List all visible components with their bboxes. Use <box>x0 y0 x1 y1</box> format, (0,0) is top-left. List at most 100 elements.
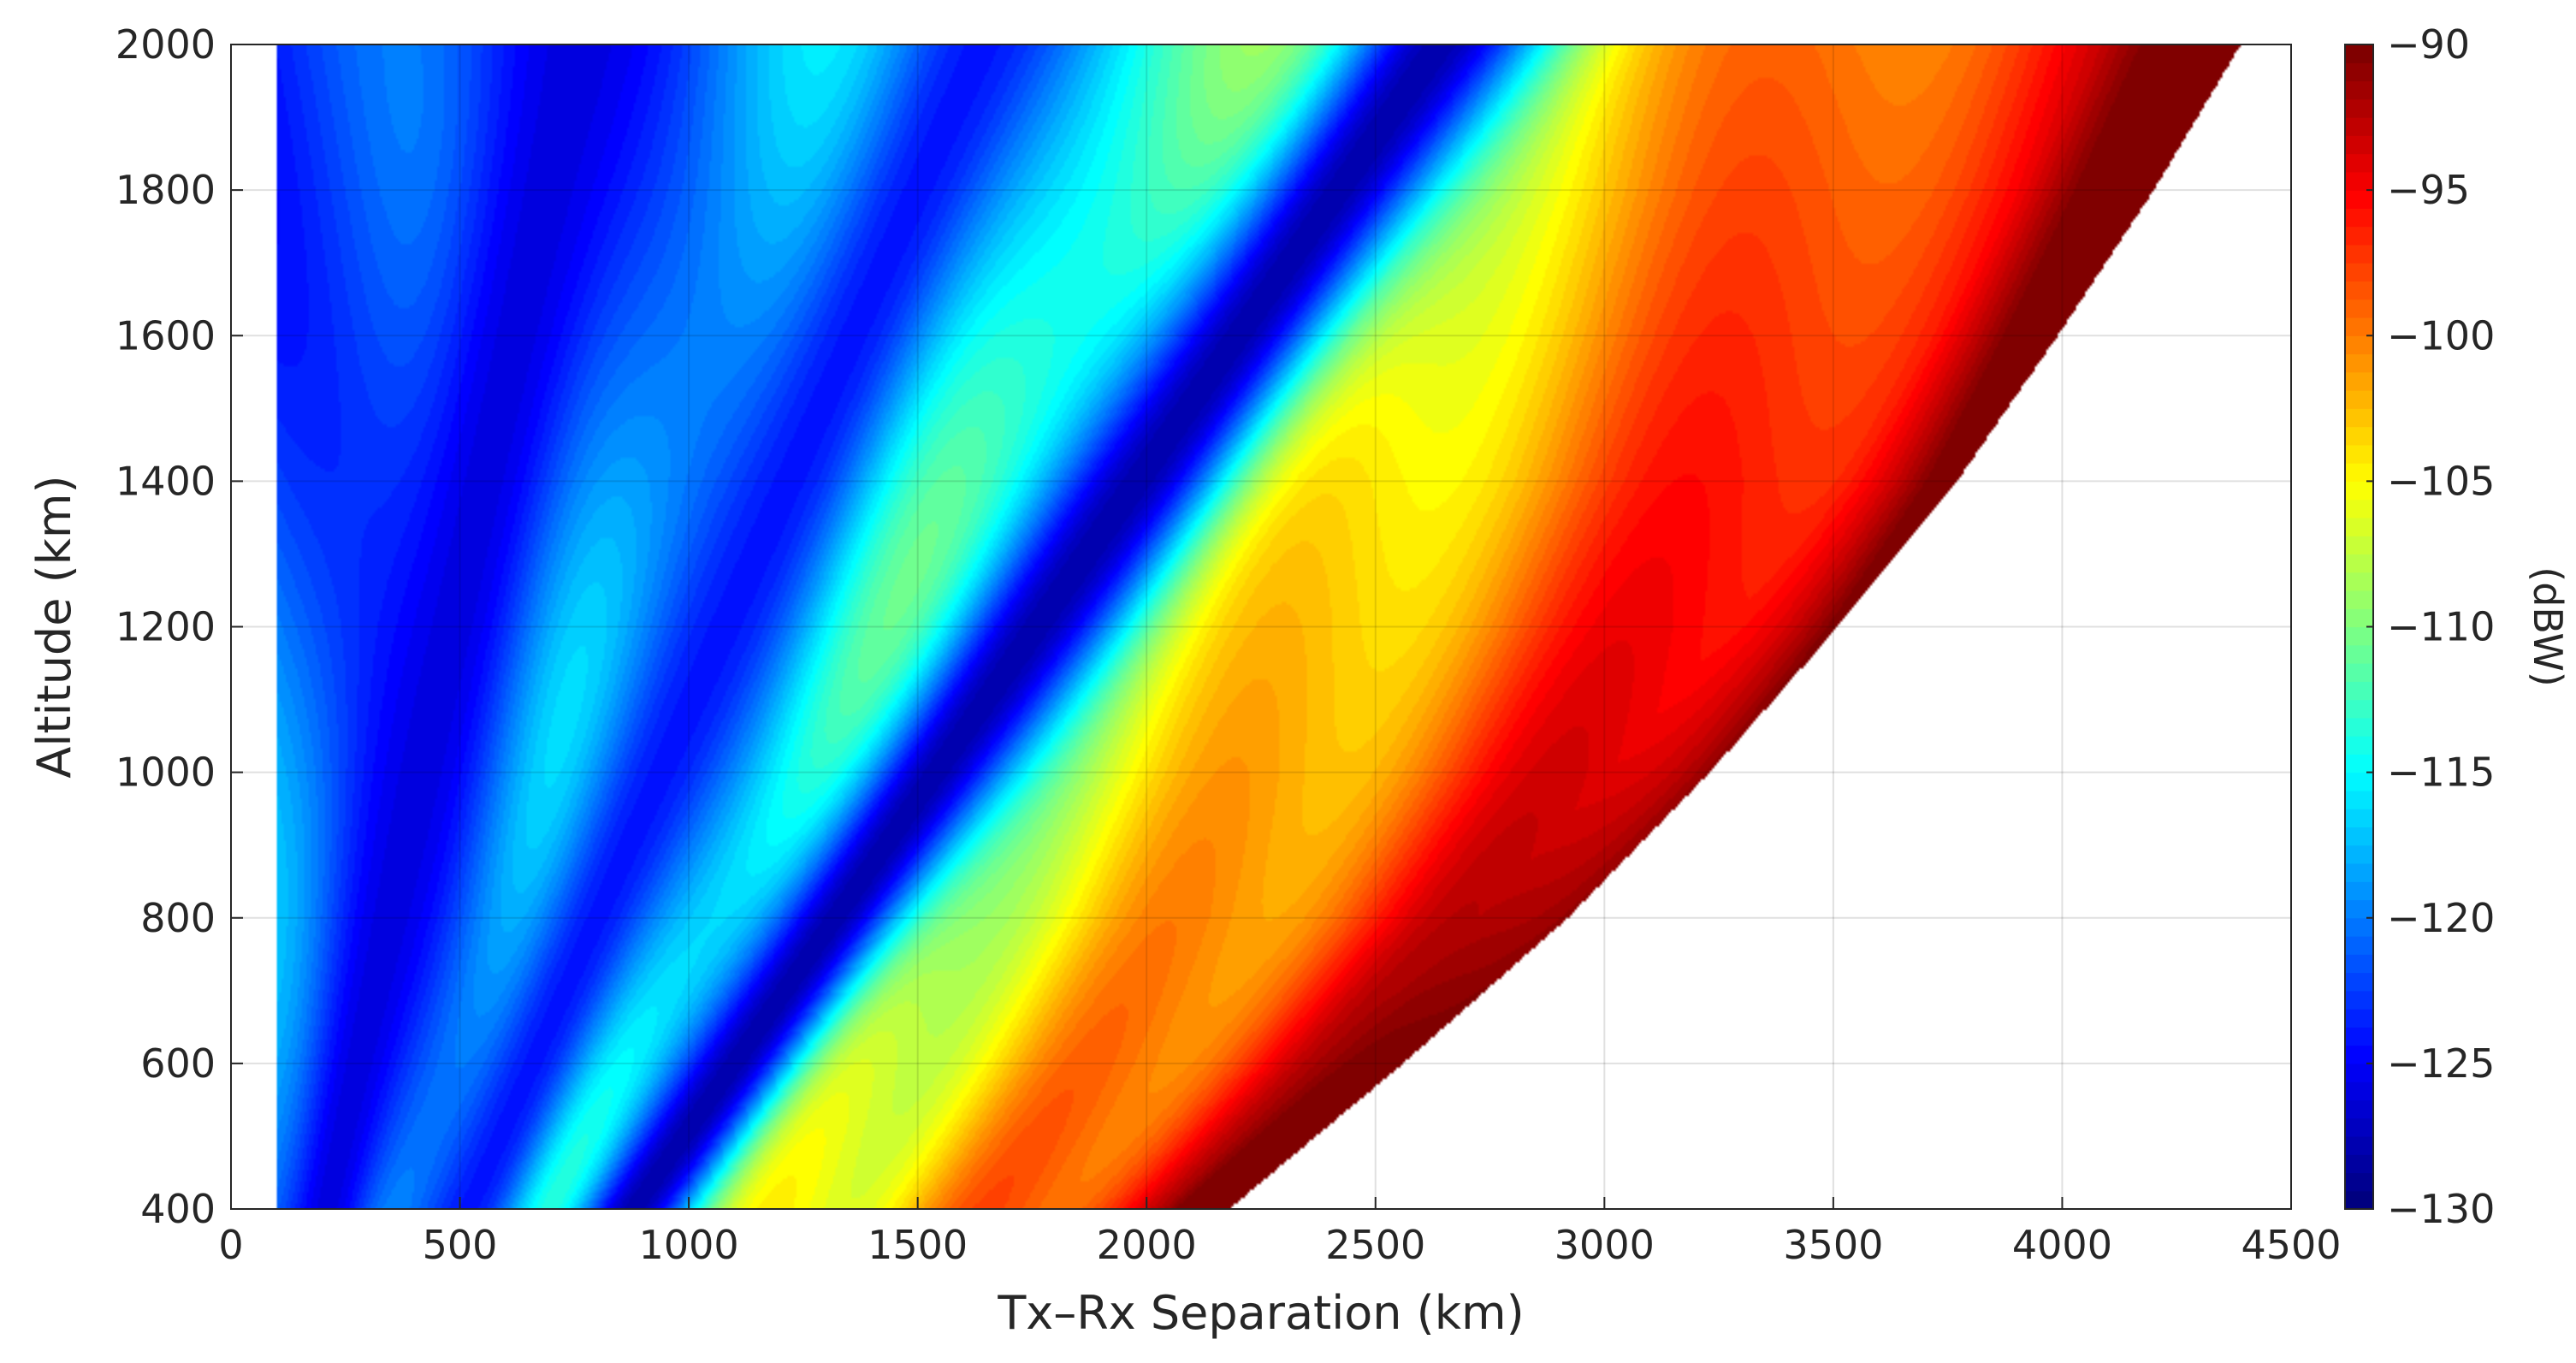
colorbar-band <box>2345 263 2373 282</box>
colorbar-band <box>2345 663 2373 682</box>
colorbar-band <box>2345 80 2373 100</box>
colorbar-band <box>2345 681 2373 701</box>
y-tick-label: 600 <box>140 1040 216 1087</box>
colorbar-band <box>2345 62 2373 82</box>
colorbar-band <box>2345 972 2373 992</box>
y-axis-label: Altitude (km) <box>27 475 81 778</box>
colorbar-band <box>2345 481 2373 501</box>
colorbar-band <box>2345 899 2373 919</box>
colorbar-tick-label: −100 <box>2387 312 2495 359</box>
x-tick-label: 3000 <box>1554 1222 1655 1268</box>
y-tick-label: 400 <box>140 1186 216 1232</box>
colorbar-band <box>2345 881 2373 901</box>
colorbar-band <box>2345 990 2373 1010</box>
colorbar-band <box>2345 536 2373 555</box>
y-tick-label: 1400 <box>115 458 216 504</box>
colorbar-band <box>2345 444 2373 464</box>
colorbar-band <box>2345 1063 2373 1082</box>
colorbar-band <box>2345 626 2373 646</box>
colorbar-tick-label: −90 <box>2387 21 2470 68</box>
y-tick-label: 1600 <box>115 312 216 359</box>
colorbar-band <box>2345 554 2373 573</box>
y-tick-label: 1000 <box>115 750 216 796</box>
colorbar-band <box>2345 772 2373 791</box>
colorbar-tick-label: −120 <box>2387 895 2495 941</box>
colorbar-band <box>2345 736 2373 755</box>
colorbar: −130 −125 −120 −115 −110 −105 −100 −95 −90 (dBW) <box>2344 21 2571 1232</box>
x-tick-label: 1000 <box>639 1222 739 1268</box>
colorbar-band <box>2345 426 2373 446</box>
colorbar-band <box>2345 936 2373 955</box>
colorbar-band <box>2345 44 2373 63</box>
x-tick-label: 1500 <box>868 1222 968 1268</box>
colorbar-band <box>2345 371 2373 391</box>
colorbar-tick-label: −125 <box>2387 1040 2495 1087</box>
colorbar-band <box>2345 1172 2373 1192</box>
colorbar-band <box>2345 1117 2373 1137</box>
colorbar-band <box>2345 644 2373 664</box>
colorbar-band <box>2345 463 2373 482</box>
colorbar-bands <box>2345 44 2373 1210</box>
colorbar-tick-label: −115 <box>2387 750 2495 796</box>
colorbar-band <box>2345 208 2373 228</box>
colorbar-band <box>2345 1082 2373 1101</box>
colorbar-band <box>2345 98 2373 118</box>
colorbar-band <box>2345 917 2373 937</box>
colorbar-band <box>2345 809 2373 828</box>
colorbar-band <box>2345 1009 2373 1028</box>
colorbar-band <box>2345 1135 2373 1155</box>
colorbar-ticks: −130 −125 −120 −115 −110 −105 −100 −95 −90 <box>2366 21 2495 1232</box>
x-tick-label: 2500 <box>1325 1222 1425 1268</box>
colorbar-band <box>2345 244 2373 264</box>
colorbar-band <box>2345 608 2373 628</box>
colorbar-band <box>2345 717 2373 737</box>
x-tick-label: 500 <box>423 1222 498 1268</box>
heatmap-surface <box>231 44 2291 1209</box>
colorbar-band <box>2345 390 2373 409</box>
colorbar-tick-label: −95 <box>2387 167 2470 213</box>
colorbar-band <box>2345 153 2373 173</box>
x-tick-label: 4500 <box>2241 1222 2341 1268</box>
plot-area <box>230 44 2292 1210</box>
colorbar-band <box>2345 1099 2373 1119</box>
y-tick-label: 800 <box>140 895 216 941</box>
x-tick-label: 2000 <box>1097 1222 1197 1268</box>
colorbar-band <box>2345 1027 2373 1046</box>
colorbar-band <box>2345 299 2373 318</box>
colorbar-band <box>2345 844 2373 864</box>
x-tick-label: 4000 <box>2012 1222 2112 1268</box>
x-tick-label: 3500 <box>1783 1222 1883 1268</box>
colorbar-band <box>2345 317 2373 336</box>
colorbar-band <box>2345 117 2373 136</box>
colorbar-band <box>2345 408 2373 428</box>
colorbar-tick-label: −110 <box>2387 604 2495 650</box>
y-tick-label: 1200 <box>115 604 216 650</box>
colorbar-band <box>2345 335 2373 355</box>
colorbar-band <box>2345 699 2373 719</box>
colorbar-band <box>2345 353 2373 373</box>
colorbar-band <box>2345 827 2373 846</box>
colorbar-band <box>2345 517 2373 536</box>
colorbar-tick-label: −105 <box>2387 458 2495 504</box>
colorbar-band <box>2345 135 2373 155</box>
colorbar-band <box>2345 1154 2373 1174</box>
colorbar-band <box>2345 190 2373 209</box>
colorbar-band <box>2345 281 2373 300</box>
y-tick-label: 2000 <box>115 21 216 68</box>
colorbar-band <box>2345 754 2373 773</box>
x-axis: 0 500 1000 1500 2000 2500 3000 3500 4000 4500 <box>218 1197 2342 1268</box>
colorbar-band <box>2345 790 2373 809</box>
x-tick-label: 0 <box>218 1222 243 1268</box>
colorbar-band <box>2345 499 2373 519</box>
colorbar-band <box>2345 1190 2373 1210</box>
colorbar-tick-label: −130 <box>2387 1186 2495 1232</box>
colorbar-band <box>2345 862 2373 882</box>
colorbar-band <box>2345 171 2373 191</box>
colorbar-band <box>2345 1045 2373 1064</box>
colorbar-band <box>2345 590 2373 609</box>
colorbar-band <box>2345 954 2373 974</box>
y-tick-label: 1800 <box>115 167 216 213</box>
colorbar-label: (dBW) <box>2525 566 2571 687</box>
colorbar-band <box>2345 226 2373 246</box>
